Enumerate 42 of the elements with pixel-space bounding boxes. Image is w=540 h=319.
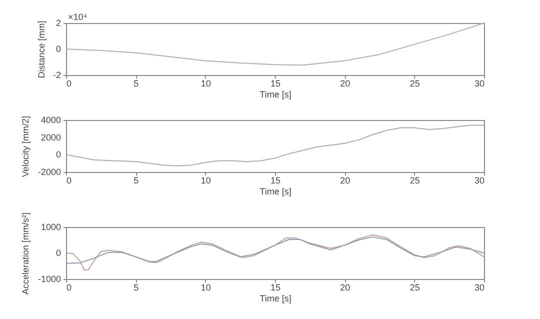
x-tick-label: 15	[270, 78, 281, 88]
x-axis-title: Time [s]	[260, 90, 292, 100]
x-tick-label: 5	[134, 282, 139, 292]
x-tick-label: 25	[410, 176, 420, 186]
y-tick-label: 1000	[40, 222, 61, 232]
x-tick-label: 15	[270, 282, 281, 292]
x-tick-label: 10	[200, 78, 211, 88]
y-tick-label: 2000	[40, 132, 61, 142]
x-tick-label: 20	[340, 78, 350, 88]
x-tick-label: 0	[66, 78, 72, 88]
line-series	[66, 236, 484, 264]
y-tick-label: -2	[52, 70, 61, 80]
line-series	[66, 22, 484, 66]
y-tick-label: 0	[56, 248, 61, 258]
y-axis-title: Acceleration [mm/s²]	[20, 212, 30, 295]
y-tick-label: 2	[56, 18, 61, 28]
line-series	[66, 234, 484, 270]
x-tick-label: 25	[410, 78, 420, 88]
x-tick-label: 10	[200, 176, 211, 186]
x-tick-label: 15	[270, 176, 281, 186]
y-tick-label: 0	[56, 44, 61, 54]
y-axis-title: Velocity [mm/2]	[20, 116, 30, 178]
y-tick-label: 0	[56, 150, 61, 160]
x-tick-label: 20	[340, 176, 350, 186]
text: ×10⁴	[68, 12, 88, 22]
y-tick-label: 4000	[40, 115, 61, 125]
x-tick-label: 25	[410, 282, 420, 292]
x-tick-label: 30	[474, 78, 484, 88]
x-tick-label: 10	[200, 282, 211, 292]
y-tick-label: -1000	[38, 274, 61, 284]
x-tick-label: 5	[134, 176, 139, 186]
x-axis-title: Time [s]	[260, 294, 292, 304]
x-tick-label: 5	[134, 78, 139, 88]
x-tick-label: 20	[340, 282, 350, 292]
x-tick-label: 0	[66, 282, 72, 292]
x-tick-label: 30	[474, 282, 484, 292]
x-tick-label: 30	[474, 176, 484, 186]
line-series	[66, 124, 484, 166]
x-tick-label: 0	[66, 176, 72, 186]
x-axis-title: Time [s]	[260, 186, 292, 196]
y-tick-label: -2000	[38, 167, 61, 177]
y-axis-title: Distance [mm]	[36, 20, 46, 78]
